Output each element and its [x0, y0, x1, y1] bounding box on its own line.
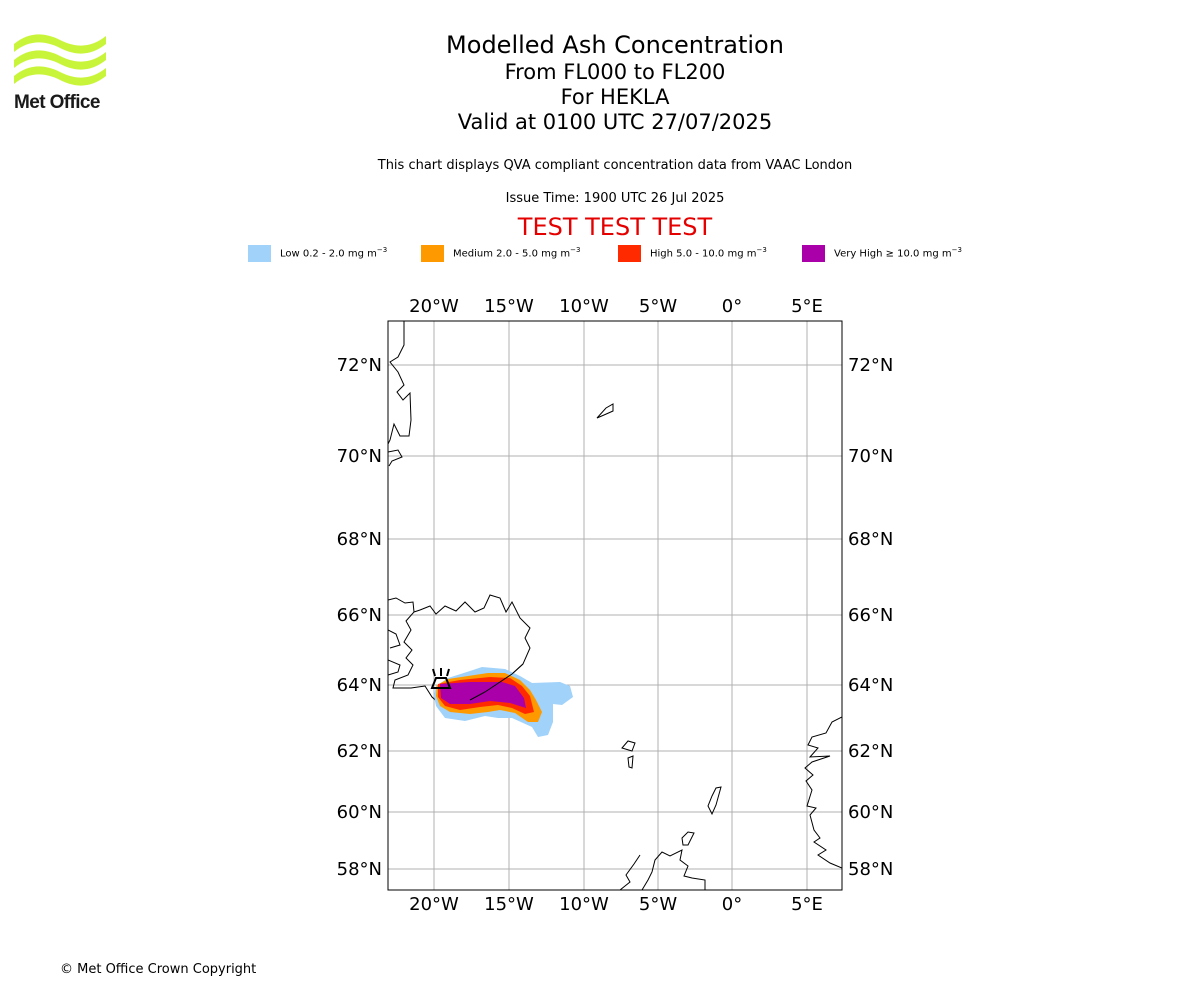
lat-tick-label: 66°N [337, 605, 382, 626]
subtitle: This chart displays QVA compliant concen… [377, 158, 853, 173]
lat-tick-label: 62°N [848, 741, 893, 762]
copyright: © Met Office Crown Copyright [60, 962, 257, 977]
lat-tick-label: 66°N [848, 605, 893, 626]
lon-tick-label: 10°W [559, 296, 609, 317]
ash-plume [434, 667, 573, 737]
lon-tick-label: 20°W [409, 894, 459, 915]
legend-label: Very High ≥ 10.0 mg m [834, 248, 952, 260]
lat-tick-label: 68°N [848, 529, 893, 550]
lon-tick-label: 15°W [484, 894, 534, 915]
logo-text: Met Office [14, 92, 100, 113]
lon-tick-label: 5°W [639, 894, 677, 915]
lat-tick-label: 70°N [337, 446, 382, 467]
lat-tick-label: 72°N [337, 355, 382, 376]
lon-tick-label: 5°W [639, 296, 677, 317]
flight-level-range: From FL000 to FL200 [504, 60, 726, 84]
lat-tick-label: 72°N [848, 355, 893, 376]
lon-tick-label: 5°E [791, 894, 823, 915]
lat-tick-label: 68°N [337, 529, 382, 550]
lat-tick-label: 62°N [337, 741, 382, 762]
lon-labels-top: 20°W 15°W 10°W 5°W 0° 5°E [409, 296, 823, 317]
lon-tick-label: 20°W [409, 296, 459, 317]
issue-time: Issue Time: 1900 UTC 26 Jul 2025 [505, 191, 725, 206]
test-banner: TEST TEST TEST [517, 213, 713, 241]
legend-swatch [618, 245, 641, 262]
lon-tick-label: 10°W [559, 894, 609, 915]
lon-tick-label: 15°W [484, 296, 534, 317]
lon-tick-label: 0° [722, 894, 742, 915]
coastlines [388, 321, 842, 890]
lat-tick-label: 60°N [337, 802, 382, 823]
lat-tick-label: 64°N [337, 675, 382, 696]
met-office-logo: Met Office [14, 30, 106, 113]
lon-tick-label: 5°E [791, 296, 823, 317]
lat-tick-label: 60°N [848, 802, 893, 823]
valid-time: Valid at 0100 UTC 27/07/2025 [457, 110, 773, 134]
met-office-wave-logo-icon [14, 34, 106, 86]
lat-tick-label: 58°N [337, 859, 382, 880]
volcano-name: For HEKLA [560, 85, 670, 109]
legend-label: Low 0.2 - 2.0 mg m [280, 248, 377, 260]
lat-tick-label: 58°N [848, 859, 893, 880]
legend-swatch [802, 245, 825, 262]
lat-labels-right: 72°N 70°N 68°N 66°N 64°N 62°N 60°N 58°N [848, 355, 893, 880]
coastline-overlay [469, 663, 524, 701]
legend-swatch [248, 245, 271, 262]
lon-labels-bottom: 20°W 15°W 10°W 5°W 0° 5°E [409, 894, 823, 915]
lat-labels-left: 72°N 70°N 68°N 66°N 64°N 62°N 60°N 58°N [337, 355, 382, 880]
map-frame [387, 320, 843, 891]
lon-tick-label: 0° [722, 296, 742, 317]
lat-tick-label: 64°N [848, 675, 893, 696]
legend-swatch [421, 245, 444, 262]
chart-title: Modelled Ash Concentration [446, 31, 784, 59]
graticule [388, 321, 842, 890]
volcano-icon [430, 668, 452, 689]
legend-label: High 5.0 - 10.0 mg m [650, 248, 757, 260]
lat-tick-label: 70°N [848, 446, 893, 467]
title-block: Modelled Ash Concentration From FL000 to… [0, 30, 1200, 135]
legend-label: Medium 2.0 - 5.0 mg m [453, 248, 571, 260]
